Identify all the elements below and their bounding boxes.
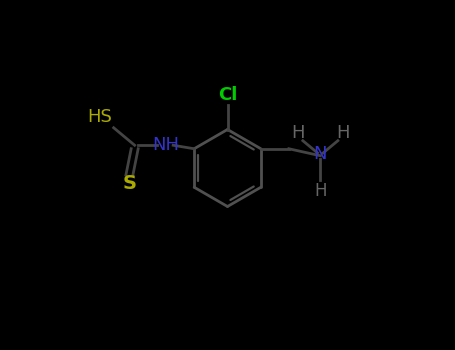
- Text: NH: NH: [153, 136, 180, 154]
- Text: H: H: [336, 124, 350, 142]
- Text: H: H: [291, 124, 304, 142]
- Text: HS: HS: [87, 108, 112, 126]
- Text: N: N: [313, 145, 327, 163]
- Text: Cl: Cl: [218, 85, 237, 104]
- Text: S: S: [122, 174, 136, 193]
- Text: H: H: [314, 182, 327, 200]
